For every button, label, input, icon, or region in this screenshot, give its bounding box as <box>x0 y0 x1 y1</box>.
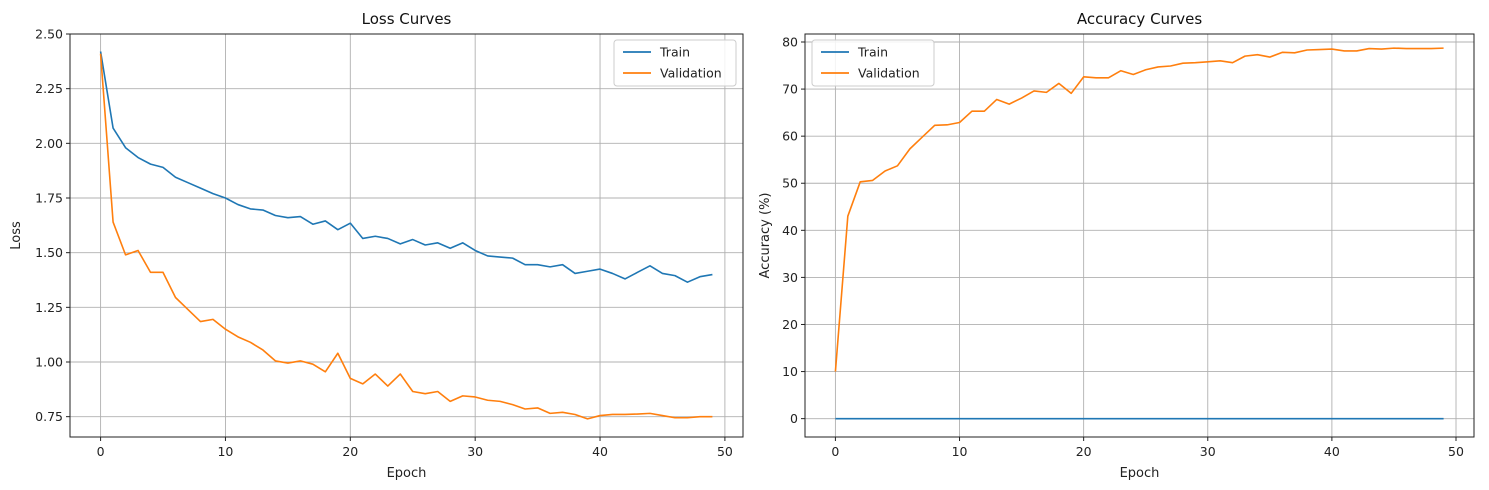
y-tick-label: 0 <box>790 411 798 426</box>
chart-1: 0 10 20 30 40 50 0 10 20 30 40 50 60 70 80 Accuracy Cur… <box>758 10 1475 481</box>
x-tick-label: 20 <box>342 444 358 459</box>
y-tick-label: 1.50 <box>35 245 63 260</box>
y-tick-label: 2.50 <box>35 27 63 42</box>
y-tick-label: 80 <box>782 35 798 50</box>
legend-label-train: Train <box>857 45 888 60</box>
series-line-validation <box>834 47 1444 372</box>
y-axis-label: Loss <box>9 221 24 250</box>
x-tick-label: 50 <box>717 444 733 459</box>
series-line-train <box>99 51 713 283</box>
chart-title: Loss Curves <box>362 10 452 28</box>
legend-label-validation: Validation <box>858 66 920 81</box>
x-tick-label: 10 <box>952 444 968 459</box>
y-tick-label: 70 <box>782 82 798 97</box>
y-axis-label: Accuracy (%) <box>758 193 773 279</box>
y-tick-label: 2.25 <box>35 81 63 96</box>
series-group <box>834 47 1444 420</box>
x-tick-label: 0 <box>97 444 105 459</box>
legend-label-train: Train <box>659 45 690 60</box>
y-tick-label: 1.25 <box>35 300 63 315</box>
x-tick-label: 10 <box>217 444 233 459</box>
x-tick-label: 30 <box>1200 444 1216 459</box>
y-tick-label: 1.00 <box>35 354 63 369</box>
x-tick-label: 50 <box>1448 444 1464 459</box>
y-tick-label: 10 <box>782 364 798 379</box>
x-tick-label: 30 <box>467 444 483 459</box>
legend: Train Validation <box>811 39 935 87</box>
y-tick-label: 2.00 <box>35 136 63 151</box>
y-tick-label: 20 <box>782 317 798 332</box>
x-tick-label: 40 <box>592 444 608 459</box>
series-group <box>99 51 713 420</box>
y-tick-label: 1.75 <box>35 190 63 205</box>
plot-frame <box>69 33 744 438</box>
series-line-validation <box>99 53 713 420</box>
plot-frame <box>804 33 1475 438</box>
y-tick-label: 40 <box>782 223 798 238</box>
x-tick-label: 20 <box>1076 444 1092 459</box>
legend-label-validation: Validation <box>660 66 722 81</box>
y-tick-label: 50 <box>782 176 798 191</box>
x-tick-label: 40 <box>1324 444 1340 459</box>
y-tick-label: 60 <box>782 129 798 144</box>
legend: Train Validation <box>613 39 737 87</box>
chart-title: Accuracy Curves <box>1077 10 1203 28</box>
x-axis-label: Epoch <box>387 466 427 481</box>
x-axis-label: Epoch <box>1120 466 1160 481</box>
x-tick-label: 0 <box>831 444 839 459</box>
chart-0: 0 10 20 30 40 50 0.75 1.00 1.25 1.50 1.75 2.00 2.25 2… <box>9 10 744 481</box>
y-tick-label: 0.75 <box>35 409 63 424</box>
y-tick-label: 30 <box>782 270 798 285</box>
